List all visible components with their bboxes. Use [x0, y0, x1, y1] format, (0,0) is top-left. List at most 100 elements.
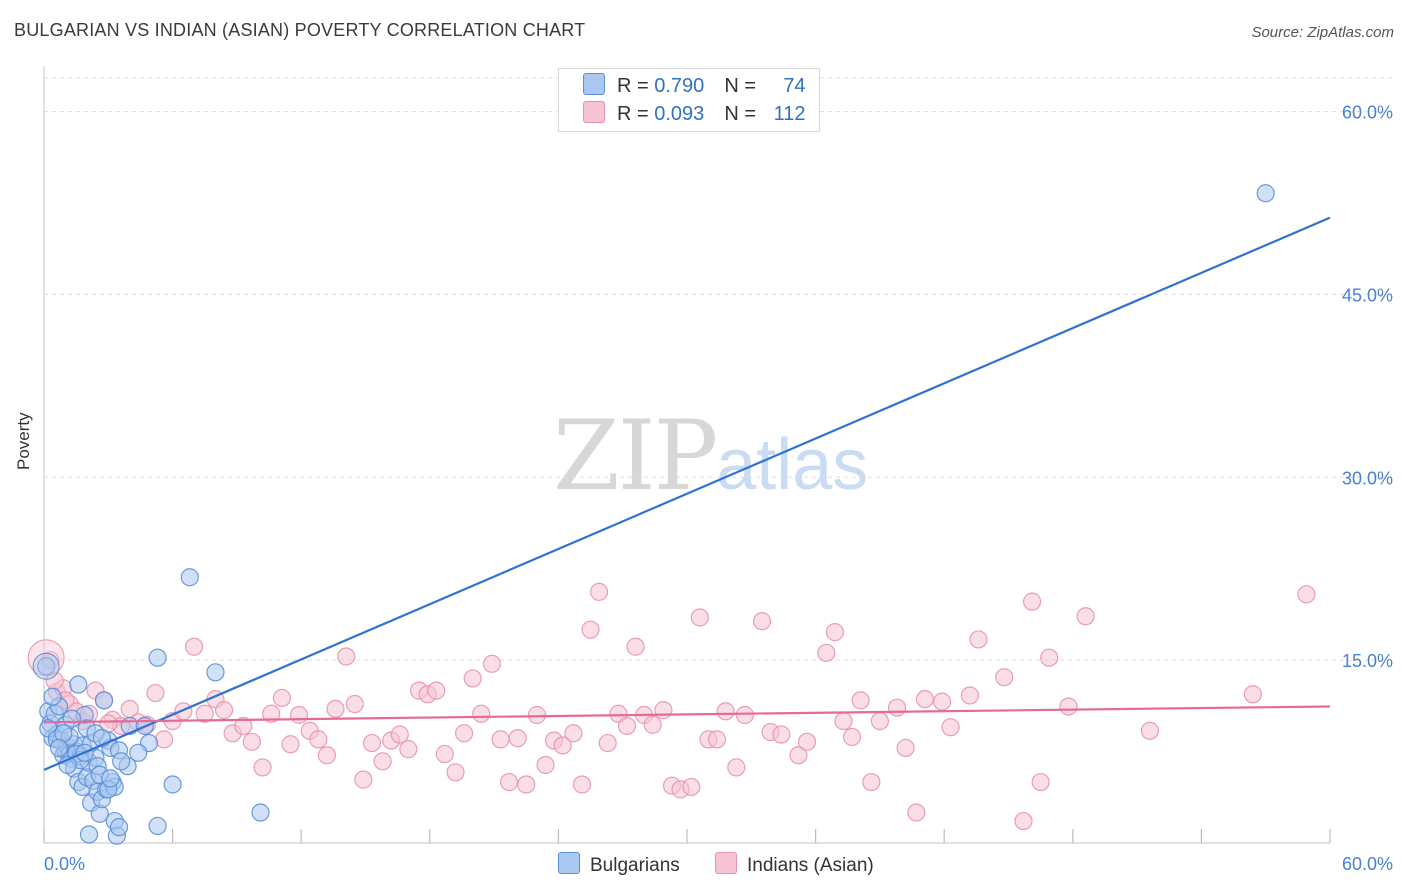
indian-point: [390, 725, 409, 744]
indian-point: [1059, 697, 1078, 716]
indian-point: [184, 637, 204, 656]
indian-point: [572, 775, 592, 794]
legend-swatch-bulgarian: [583, 73, 605, 95]
y-tick-label: 30.0%: [1342, 468, 1393, 488]
legend-item-bulgarians[interactable]: Bulgarians: [558, 852, 680, 877]
indian-point: [564, 724, 583, 743]
bulgarian-point: [101, 769, 120, 788]
indian-point: [682, 777, 701, 797]
indian-point: [797, 732, 817, 751]
legend-r-value: 0.790: [654, 75, 705, 97]
indian-point: [643, 715, 662, 734]
bulgarian-point: [206, 663, 225, 682]
indian-point: [1040, 648, 1059, 667]
bulgarian-point: [251, 803, 270, 822]
indian-point: [472, 704, 491, 723]
bulgarian-points-layer: [32, 184, 1275, 845]
bulgarian-point: [49, 738, 69, 758]
x-tick-label-min: 0.0%: [44, 854, 85, 874]
indian-point: [932, 692, 952, 711]
legend-swatch-bulgarians: [558, 852, 580, 874]
indian-point: [517, 775, 536, 794]
source-label: Source: ZipAtlas.com: [1251, 24, 1394, 41]
bulgarian-point: [163, 775, 182, 794]
bulgarian-point: [94, 691, 114, 710]
legend-r-value: 0.093: [654, 103, 705, 125]
indian-point: [1297, 585, 1316, 604]
legend-row-bulgarian: R = 0.790 N = 74: [583, 73, 806, 99]
indian-point: [825, 623, 844, 642]
correlation-legend: R = 0.790 N = 74 R = 0.093 N = 112: [558, 68, 820, 132]
indian-point: [1243, 685, 1262, 704]
indian-point: [817, 643, 836, 662]
indian-points-layer: [27, 582, 1316, 831]
indian-point: [435, 744, 454, 764]
indian-point: [735, 705, 754, 725]
indian-point: [553, 736, 572, 755]
legend-n-label: N =: [724, 103, 762, 125]
indian-point: [752, 612, 772, 631]
legend-n-value: 112: [773, 103, 806, 125]
indian-point: [309, 730, 328, 749]
indian-point: [851, 691, 870, 710]
legend-item-indians[interactable]: Indians (Asian): [715, 852, 874, 877]
indian-point: [427, 681, 446, 700]
indian-point: [527, 705, 547, 725]
indian-point: [915, 690, 935, 709]
indian-point: [491, 730, 510, 749]
y-tick-label: 45.0%: [1342, 285, 1393, 305]
indian-point: [995, 668, 1014, 687]
indian-point: [146, 683, 165, 703]
indian-point: [482, 654, 502, 673]
indian-point: [373, 752, 392, 771]
series-legend: Bulgarians Indians (Asian): [0, 852, 1406, 878]
indian-point: [727, 758, 746, 777]
indian-point: [317, 746, 337, 765]
indian-point: [842, 727, 862, 747]
indian-point: [870, 711, 890, 731]
indian-point: [1022, 592, 1042, 611]
indian-point: [960, 686, 980, 705]
indian-point: [154, 730, 174, 749]
indian-point: [862, 772, 881, 792]
tick-label-layer: 15.0% 30.0% 45.0% 60.0% 0.0% 60.0%: [44, 103, 1393, 874]
indian-point: [617, 716, 637, 736]
indian-point: [337, 647, 356, 666]
legend-r-label: R =: [617, 103, 655, 125]
indian-point: [1014, 811, 1033, 831]
indian-point: [1031, 772, 1050, 792]
indian-point: [195, 704, 214, 723]
indian-point: [262, 704, 281, 723]
indian-point: [253, 758, 272, 777]
y-tick-label: 60.0%: [1342, 103, 1393, 123]
indian-point: [969, 630, 988, 649]
indian-point: [289, 705, 309, 725]
indian-point: [272, 688, 292, 708]
indian-point: [281, 735, 300, 754]
indian-point: [789, 746, 808, 765]
indian-point: [214, 701, 234, 720]
x-tick-label-max: 60.0%: [1342, 854, 1393, 874]
indian-point: [896, 738, 915, 758]
indian-point: [654, 701, 673, 720]
indian-point: [362, 733, 382, 753]
indian-point: [941, 718, 960, 737]
indian-point: [887, 698, 907, 717]
legend-n-label: N =: [724, 75, 762, 97]
indian-point: [399, 740, 418, 759]
legend-n-value: 74: [783, 75, 806, 97]
indian-point: [590, 582, 609, 601]
bulgarian-trendline: [43, 216, 1331, 771]
bulgarian-point: [43, 687, 62, 706]
indian-point: [690, 608, 709, 627]
indian-point: [626, 637, 645, 656]
bulgarian-point: [69, 675, 88, 694]
legend-swatch-indians: [715, 852, 737, 874]
y-axis-label: Poverty: [14, 412, 33, 470]
bulgarian-point: [79, 825, 99, 844]
indian-point: [772, 725, 791, 744]
y-tick-label: 15.0%: [1342, 651, 1393, 671]
indian-point: [174, 702, 193, 721]
indian-point: [598, 733, 617, 753]
